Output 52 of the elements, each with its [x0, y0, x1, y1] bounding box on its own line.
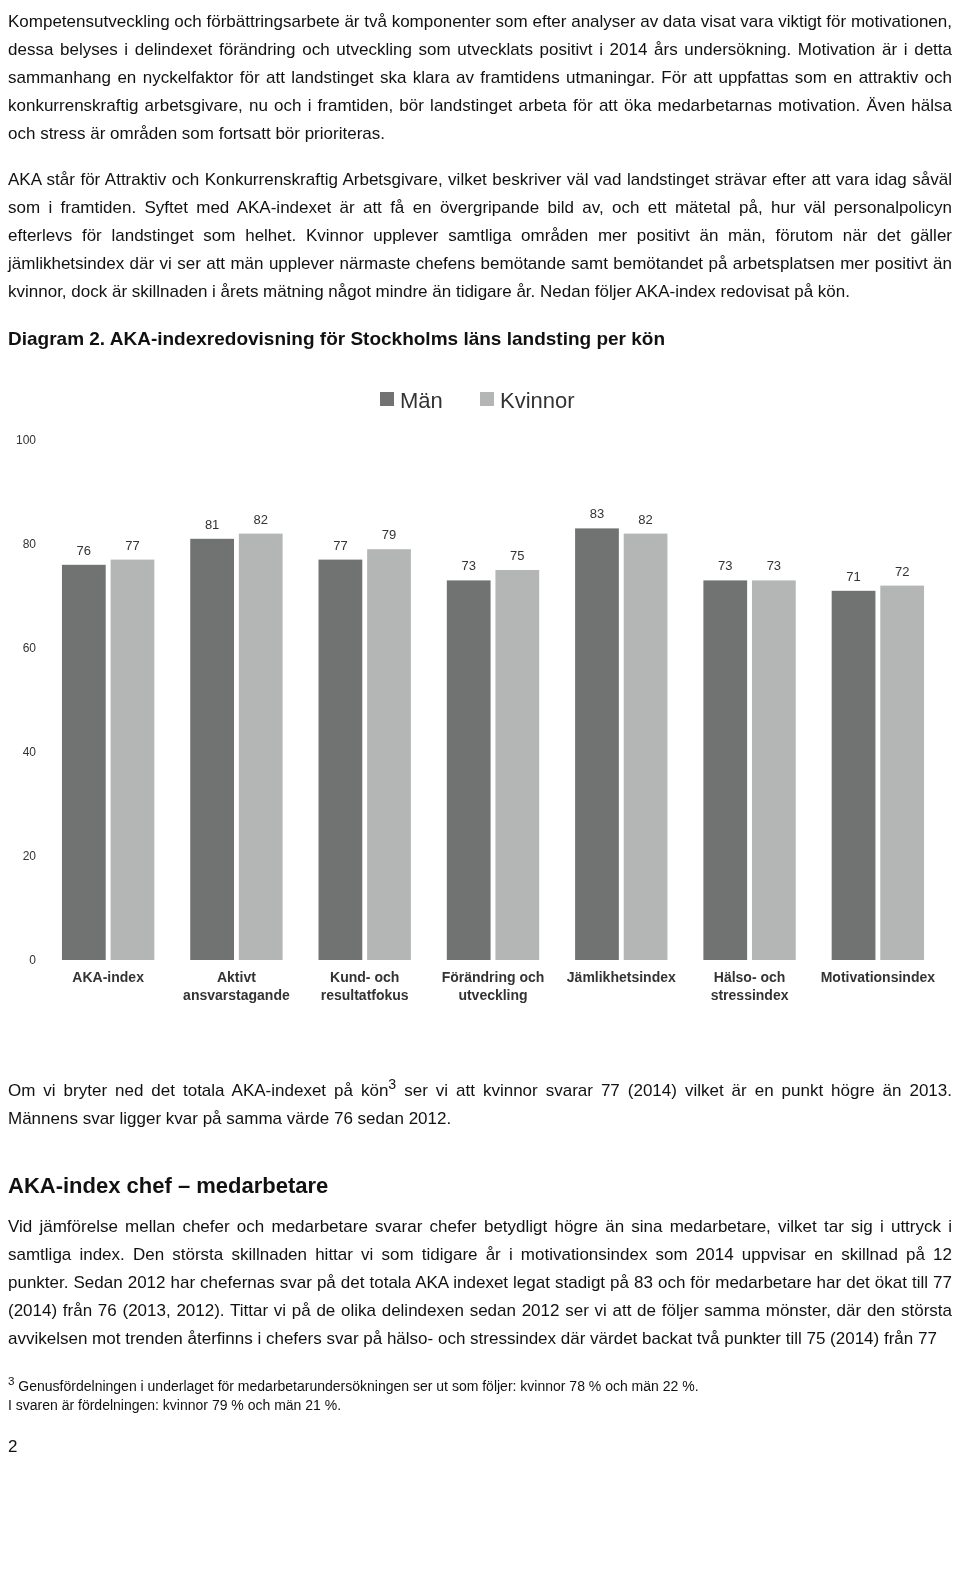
bar [752, 580, 796, 960]
bar [190, 538, 234, 960]
data-label: 72 [894, 563, 910, 579]
x-tick-label: Förändring och utveckling [441, 969, 545, 1003]
bar [61, 564, 106, 960]
chart-title: Diagram 2. AKA-indexredovisning för Stockholms läns landsting per kön [8, 328, 667, 350]
data-label: 73 [718, 558, 733, 574]
bar [495, 570, 540, 960]
bar [446, 580, 491, 960]
text: Vid jämförelse mellan chefer och medarbetare svarar chefer betydligt högre än sina medarbetare, vilket tar sig i uttryck i samtliga index. Den största skillnaden hittar vi som tidigare år i motivationsindex som 2014 uppvisar en skillnad på 12 punkter. Sedan 2012 har chefernas svar på det totala AKA indexet legat stadigt på 83 och för medarbetare har det ökat till 77 (2014) från 76 (2013, 2012). Tittar vi på de olika delindexen sedan 2012 ser vi att de följer samma mönster, där den största avvikelsen mot trenden återfinns i chefers svar på hälso- och stressindex där värdet backat två punkter till 75 (2014) från 77 [8, 1215, 952, 1350]
text: $^{3}$ Genusfördelningen i underlaget för medarbetarundersökningen ser ut som följer: kvinnor 78 % och män 22 %. [8, 1372, 700, 1396]
bar [575, 528, 619, 960]
y-tick-label: 20 [22, 849, 37, 864]
legend-label: Kvinnor [500, 387, 575, 413]
text: Kompetensutveckling och förbättringsarbete är två komponenter som efter analyser av data visat vara viktigt för motivationen, dessa belyses i delindexet förändring och utveckling som utvecklats positivt i 2014 års undersökning. Motivation är i detta sammanhang en nyckelfaktor för att landstinget ska klara av framtidens utmaningar. För att uppfattas som en attraktiv och konkurrenskraftig arbetsgivare, nu och i framtiden, bör landstinget arbeta för att öka medarbetarnas motivation. Även hälsa och stress är områden som fortsatt bör prioriteras. [8, 11, 952, 145]
data-label: 83 [589, 506, 605, 522]
text: 2 [8, 1437, 19, 1458]
data-label: 73 [461, 558, 476, 574]
text: I svaren är fördelningen: kvinnor 79 % och män 21 %. [8, 1396, 343, 1416]
y-tick-label: 80 [22, 537, 37, 552]
x-tick-label: Kund- och resultatfokus [320, 969, 409, 1003]
data-label: 76 [76, 542, 92, 558]
x-tick-label: Jämlikhetsindex [566, 969, 676, 985]
data-label: 77 [125, 537, 140, 553]
x-tick-label: Aktivt ansvarstagande [183, 969, 290, 1003]
y-tick-label: 0 [29, 953, 37, 968]
y-tick-label: 60 [22, 641, 37, 656]
bar [703, 580, 748, 960]
data-label: 82 [638, 511, 653, 527]
text: AKA står för Attraktiv och Konkurrenskraftig Arbetsgivare, vilket beskriver väl vad landstinget strävar efter att vara idag såväl som i framtiden. Syftet med AKA-indexet är att få en övergripande bild av, och ett mätetal på, hur väl personalpolicyn efterlevs för landstinget som helhet. Kvinnor upplever samtliga områden mer positivt än män, förutom när det gäller jämlikhetsindex där vi ser att män upplever närmaste chefens bemötande samt bemötandet på arbetsplatsen mer positivt än kvinnor, dock är skillnaden i årets mätning något mindre än tidigare år. Nedan följer AKA-index redovisat på kön. [8, 169, 952, 303]
text: Om vi bryter ned det totala AKA-indexet på kön$^{3}$ ser vi att kvinnor svarar 77 (2014) vilket är en punkt högre än 2013. Männens svar ligger kvar på samma värde 76 sedan 2012. [8, 1075, 952, 1130]
bar [238, 533, 283, 960]
bar [318, 559, 363, 960]
y-tick-label: 40 [22, 745, 37, 760]
data-label: 73 [766, 558, 782, 574]
bar [880, 585, 925, 960]
bar [110, 559, 155, 960]
data-label: 82 [253, 511, 268, 527]
data-label: 75 [510, 548, 525, 563]
data-label: 79 [381, 527, 397, 543]
data-label: 77 [333, 537, 348, 553]
x-tick-label: Motivationsindex [820, 969, 936, 985]
x-tick-label: Hälso- och stressindex [710, 969, 789, 1003]
text: AKA-index chef – medarbetare [8, 1172, 330, 1199]
data-label: 71 [846, 568, 861, 584]
x-tick-label: AKA-index [72, 969, 145, 985]
bar [623, 533, 668, 960]
y-tick-label: 100 [15, 433, 37, 448]
data-label: 81 [204, 516, 220, 532]
legend-label: Män [400, 387, 443, 413]
bar [367, 549, 411, 960]
bar [831, 590, 876, 960]
